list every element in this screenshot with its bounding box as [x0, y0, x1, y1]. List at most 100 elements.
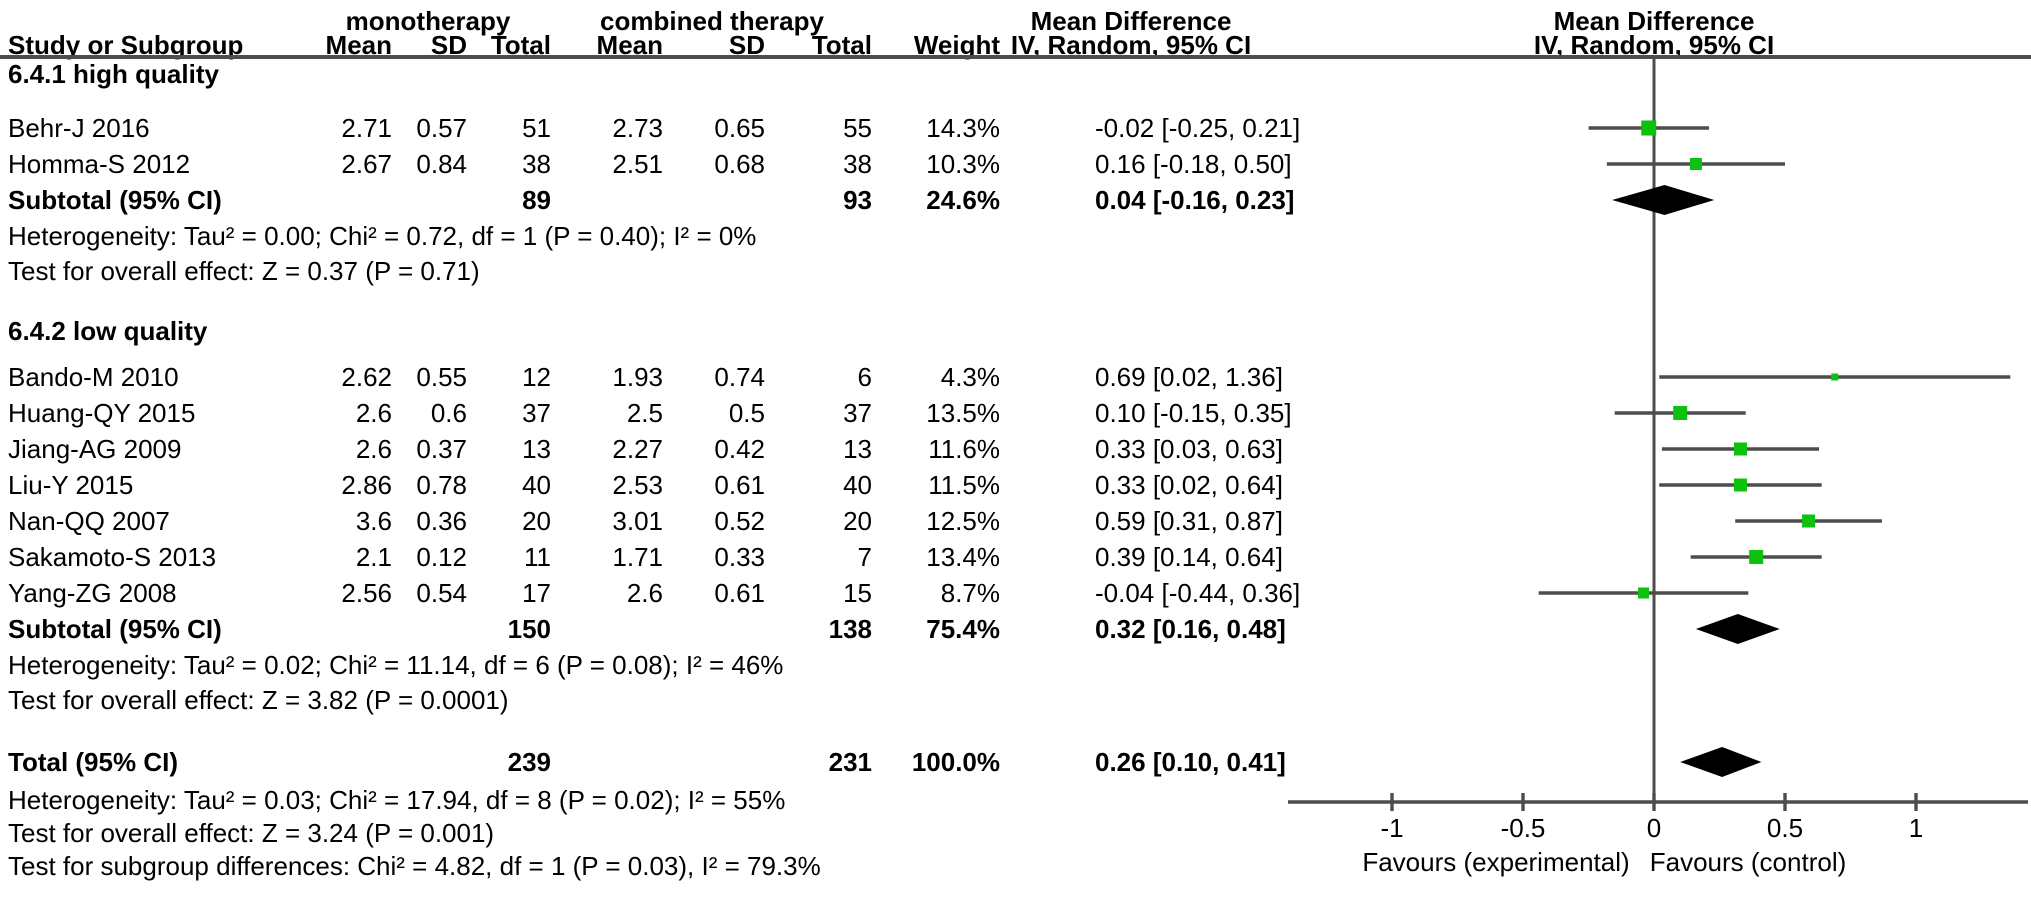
cell-total-monotherapy: 20: [522, 506, 551, 536]
cell-mean-combined: 1.71: [612, 542, 663, 572]
cell-ci-text: 0.04 [-0.16, 0.23]: [1095, 185, 1295, 215]
subgroup-differences-text: Test for subgroup differences: Chi² = 4.…: [8, 851, 821, 881]
total-diamond: [1680, 747, 1762, 777]
cell-total-combined: 6: [857, 362, 872, 392]
cell-sd-monotherapy: 0.37: [416, 434, 467, 464]
heterogeneity-text-1: Heterogeneity: Tau² = 0.00; Chi² = 0.72,…: [8, 221, 757, 251]
cell-sd-combined: 0.61: [714, 578, 765, 608]
effect-marker-jiang-ag-2009: [1733, 442, 1747, 456]
cell-total-monotherapy: 150: [507, 614, 551, 644]
study-row-nan-qq-2007-label: Nan-QQ 2007: [8, 506, 170, 536]
cell-ci-text: 0.10 [-0.15, 0.35]: [1095, 398, 1292, 428]
cell-mean-monotherapy: 2.67: [341, 149, 392, 179]
cell-ci-text: 0.26 [0.10, 0.41]: [1095, 747, 1286, 777]
cell-total-combined: 40: [843, 470, 872, 500]
effect-marker-bando-m-2010: [1831, 373, 1839, 381]
cell-total-monotherapy: 12: [522, 362, 551, 392]
cell-sd-combined: 0.74: [714, 362, 765, 392]
cell-ci-text: 0.32 [0.16, 0.48]: [1095, 614, 1286, 644]
column-group-combined-therapy: combined therapy: [600, 6, 824, 36]
cell-mean-combined: 2.6: [626, 578, 663, 608]
cell-sd-monotherapy: 0.36: [416, 506, 467, 536]
x-axis-tick-label: 1: [1908, 813, 1924, 843]
cell-sd-monotherapy: 0.84: [416, 149, 467, 179]
subgroup-heading-6-4-2-low-quality: 6.4.2 low quality: [8, 316, 208, 346]
subgroup-heading-6-4-1-high-quality: 6.4.1 high quality: [8, 59, 219, 89]
cell-total-combined: 37: [843, 398, 872, 428]
cell-total-monotherapy: 51: [522, 113, 551, 143]
column-group-monotherapy: monotherapy: [345, 6, 511, 36]
cell-mean-combined: 2.27: [612, 434, 663, 464]
cell-sd-combined: 0.5: [728, 398, 765, 428]
cell-mean-monotherapy: 2.62: [341, 362, 392, 392]
cell-total-combined: 93: [843, 185, 872, 215]
cell-mean-monotherapy: 2.56: [341, 578, 392, 608]
cell-mean-monotherapy: 2.6: [355, 398, 392, 428]
heterogeneity-text-2: Heterogeneity: Tau² = 0.02; Chi² = 11.14…: [8, 650, 784, 680]
cell-sd-combined: 0.68: [714, 149, 765, 179]
cell-weight: 13.4%: [926, 542, 1000, 572]
cell-sd-monotherapy: 0.12: [416, 542, 467, 572]
cell-total-combined: 7: [857, 542, 872, 572]
cell-sd-monotherapy: 0.55: [416, 362, 467, 392]
subtotal-row-2-label: Subtotal (95% CI): [8, 614, 222, 644]
cell-mean-combined: 2.51: [612, 149, 663, 179]
cell-total-monotherapy: 89: [522, 185, 551, 215]
effect-marker-liu-y-2015: [1733, 478, 1747, 492]
effect-marker-yang-zg-2008: [1638, 587, 1650, 599]
cell-mean-combined: 3.01: [612, 506, 663, 536]
study-row-yang-zg-2008-label: Yang-ZG 2008: [8, 578, 177, 608]
cell-sd-combined: 0.65: [714, 113, 765, 143]
cell-weight: 12.5%: [926, 506, 1000, 536]
effect-marker-sakamoto-s-2013: [1749, 550, 1764, 564]
cell-weight: 4.3%: [940, 362, 1000, 392]
cell-total-monotherapy: 239: [507, 747, 551, 777]
cell-sd-monotherapy: 0.54: [416, 578, 467, 608]
cell-weight: 100.0%: [911, 747, 1000, 777]
cell-total-monotherapy: 17: [522, 578, 551, 608]
cell-weight: 24.6%: [926, 185, 1000, 215]
cell-weight: 75.4%: [926, 614, 1000, 644]
cell-ci-text: 0.33 [0.02, 0.64]: [1095, 470, 1283, 500]
cell-ci-text: 0.33 [0.03, 0.63]: [1095, 434, 1283, 464]
favours-experimental-label: Favours (experimental): [1362, 847, 1630, 877]
cell-weight: 13.5%: [926, 398, 1000, 428]
cell-total-combined: 38: [843, 149, 872, 179]
cell-sd-monotherapy: 0.57: [416, 113, 467, 143]
study-row-huang-qy-2015-label: Huang-QY 2015: [8, 398, 196, 428]
cell-total-combined: 15: [843, 578, 872, 608]
study-row-homma-s-2012-label: Homma-S 2012: [8, 149, 191, 179]
subtotal-row-1-label: Subtotal (95% CI): [8, 185, 222, 215]
cell-mean-combined: 2.5: [626, 398, 663, 428]
overall-effect-text-1: Test for overall effect: Z = 0.37 (P = 0…: [8, 256, 480, 286]
cell-weight: 11.5%: [928, 470, 1000, 500]
subtotal-diamond-2: [1695, 614, 1780, 644]
cell-total-monotherapy: 38: [522, 149, 551, 179]
plot-column-title: Mean Difference: [1553, 6, 1755, 36]
cell-sd-monotherapy: 0.6: [430, 398, 467, 428]
cell-total-combined: 13: [843, 434, 872, 464]
cell-mean-monotherapy: 2.1: [355, 542, 392, 572]
cell-total-combined: 231: [828, 747, 872, 777]
favours-control-label: Favours (control): [1649, 847, 1847, 877]
cell-mean-combined: 2.53: [612, 470, 663, 500]
cell-weight: 14.3%: [926, 113, 1000, 143]
total-overall-effect-text: Test for overall effect: Z = 3.24 (P = 0…: [8, 818, 495, 848]
overall-effect-text-2: Test for overall effect: Z = 3.82 (P = 0…: [8, 685, 509, 715]
cell-weight: 11.6%: [928, 434, 1000, 464]
cell-mean-monotherapy: 2.6: [355, 434, 392, 464]
cell-sd-monotherapy: 0.78: [416, 470, 467, 500]
cell-ci-text: 0.59 [0.31, 0.87]: [1095, 506, 1283, 536]
cell-mean-monotherapy: 2.86: [341, 470, 392, 500]
x-axis-tick-label: 0: [1646, 813, 1662, 843]
total-row-label: Total (95% CI): [8, 747, 178, 777]
cell-sd-combined: 0.33: [714, 542, 765, 572]
cell-total-monotherapy: 40: [522, 470, 551, 500]
effect-marker-behr-j-2016: [1641, 120, 1657, 136]
cell-sd-combined: 0.61: [714, 470, 765, 500]
study-row-jiang-ag-2009-label: Jiang-AG 2009: [8, 434, 182, 464]
cell-sd-combined: 0.52: [714, 506, 765, 536]
x-axis-tick-label: -1: [1380, 813, 1404, 843]
cell-mean-combined: 1.93: [612, 362, 663, 392]
